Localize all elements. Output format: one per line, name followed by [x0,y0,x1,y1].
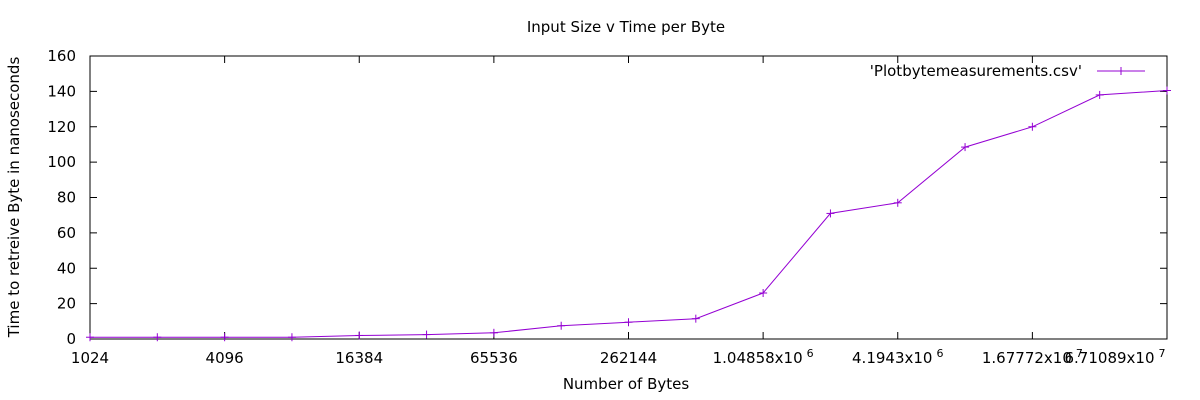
x-tick-label: 1.04858x10 6 [713,347,814,367]
data-point [759,289,768,298]
data-point [287,333,296,342]
y-tick-label: 120 [47,118,76,136]
chart-title: Input Size v Time per Byte [527,18,725,36]
x-tick-label: 4096 [206,349,244,367]
data-point [1028,122,1037,131]
y-tick-label: 80 [57,189,76,207]
legend-series-sample [1097,67,1145,75]
legend-series-label: 'Plotbytemeasurements.csv' [870,62,1082,80]
plot-area-border [89,55,1168,340]
x-tick-label: 262144 [600,349,657,367]
y-tick-label: 20 [57,295,76,313]
data-point [153,333,162,342]
x-tick-exponent: 6 [936,347,943,360]
x-tick-exponent: 7 [1076,347,1083,360]
data-point [691,314,700,323]
y-tick-label: 160 [47,47,76,65]
data-point [1163,86,1171,95]
y-tick-label: 60 [57,224,76,242]
x-axis-ticks: 1024 4096 16384 65536 262144 1.04858x10 6 4.194… [71,56,1168,367]
data-point [422,330,431,339]
x-tick-exponent: 6 [807,347,814,360]
data-point [355,331,364,340]
data-point [893,198,902,207]
y-tick-label: 140 [47,82,76,100]
y-axis-ticks: 0 20 40 60 80 100 120 140 160 [47,47,1167,348]
data-point [1095,90,1104,99]
x-tick-label: 65536 [470,349,518,367]
y-tick-label: 40 [57,259,76,277]
data-point [624,318,633,327]
x-tick-label: 1.67772x10 7 [982,347,1083,367]
x-axis-label: Number of Bytes [563,375,690,393]
x-tick-label: 6.71089x10 7 [1065,347,1166,367]
data-point [86,333,94,342]
legend: 'Plotbytemeasurements.csv' [870,62,1145,80]
x-tick-exponent: 7 [1159,347,1166,360]
data-point [489,328,498,337]
data-point [557,321,566,330]
series-layer [86,86,1171,342]
data-point [220,333,229,342]
series-line [90,90,1168,338]
x-tick-label: 1024 [71,349,109,367]
data-point [826,209,835,218]
legend-marker [1117,67,1125,75]
y-axis-label: Time to retreive Byte in nanoseconds [5,57,23,339]
y-tick-label: 100 [47,153,76,171]
x-tick-label: 4.1943x10 6 [852,347,943,367]
y-tick-label: 0 [66,330,76,348]
data-point [961,143,970,152]
x-tick-label: 16384 [335,349,383,367]
